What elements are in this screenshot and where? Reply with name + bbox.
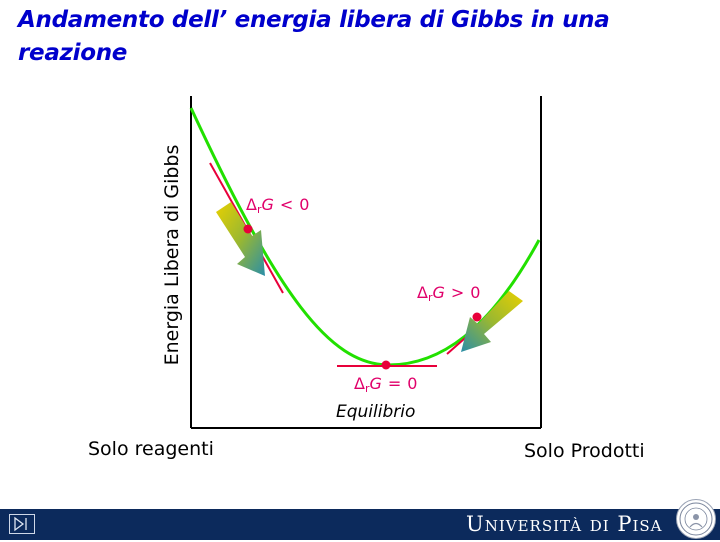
label-delta-g-negative: ΔrG <0 <box>246 195 309 216</box>
slide-title: Andamento dell’ energia libera di Gibbs … <box>18 7 610 66</box>
label-op: > <box>451 283 464 302</box>
point-right <box>472 312 482 322</box>
label-op: = <box>388 374 401 393</box>
label-op: < <box>280 195 293 214</box>
label-delta: Δ <box>354 374 365 393</box>
label-g: G <box>432 283 444 302</box>
down-slope-arrow-left <box>216 202 265 276</box>
next-slide-icon[interactable] <box>9 514 35 534</box>
label-delta: Δ <box>417 283 428 302</box>
label-val: 0 <box>407 374 417 393</box>
seal-glyph <box>679 502 713 536</box>
label-delta-g-zero: ΔrG = 0 <box>354 374 417 395</box>
label-val: 0 <box>470 283 480 302</box>
label-g: G <box>261 195 273 214</box>
label-sub: r <box>257 203 262 216</box>
label-g: G <box>369 374 381 393</box>
university-seal-icon <box>676 499 716 539</box>
y-axis-label: Energia Libera di Gibbs <box>161 144 183 366</box>
label-val: 0 <box>299 195 309 214</box>
label-sub: r <box>365 382 370 395</box>
point-left <box>243 224 253 234</box>
label-delta: Δ <box>246 195 257 214</box>
down-slope-arrow-right <box>461 291 523 352</box>
x-left-label: Solo reagenti <box>88 438 214 460</box>
label-delta-g-positive: ΔrG >0 <box>417 283 480 304</box>
university-brand: Università di Pisa <box>466 512 663 536</box>
gibbs-energy-diagram: ΔrG <0 ΔrG >0 ΔrG = 0 Equilibrio <box>189 96 542 429</box>
point-minimum <box>381 360 391 370</box>
equilibrium-label: Equilibrio <box>336 402 415 422</box>
x-right-label: Solo Prodotti <box>524 440 645 462</box>
label-sub: r <box>428 291 433 304</box>
next-slide-glyph <box>14 516 27 532</box>
footer-bar: Università di Pisa <box>0 509 720 540</box>
